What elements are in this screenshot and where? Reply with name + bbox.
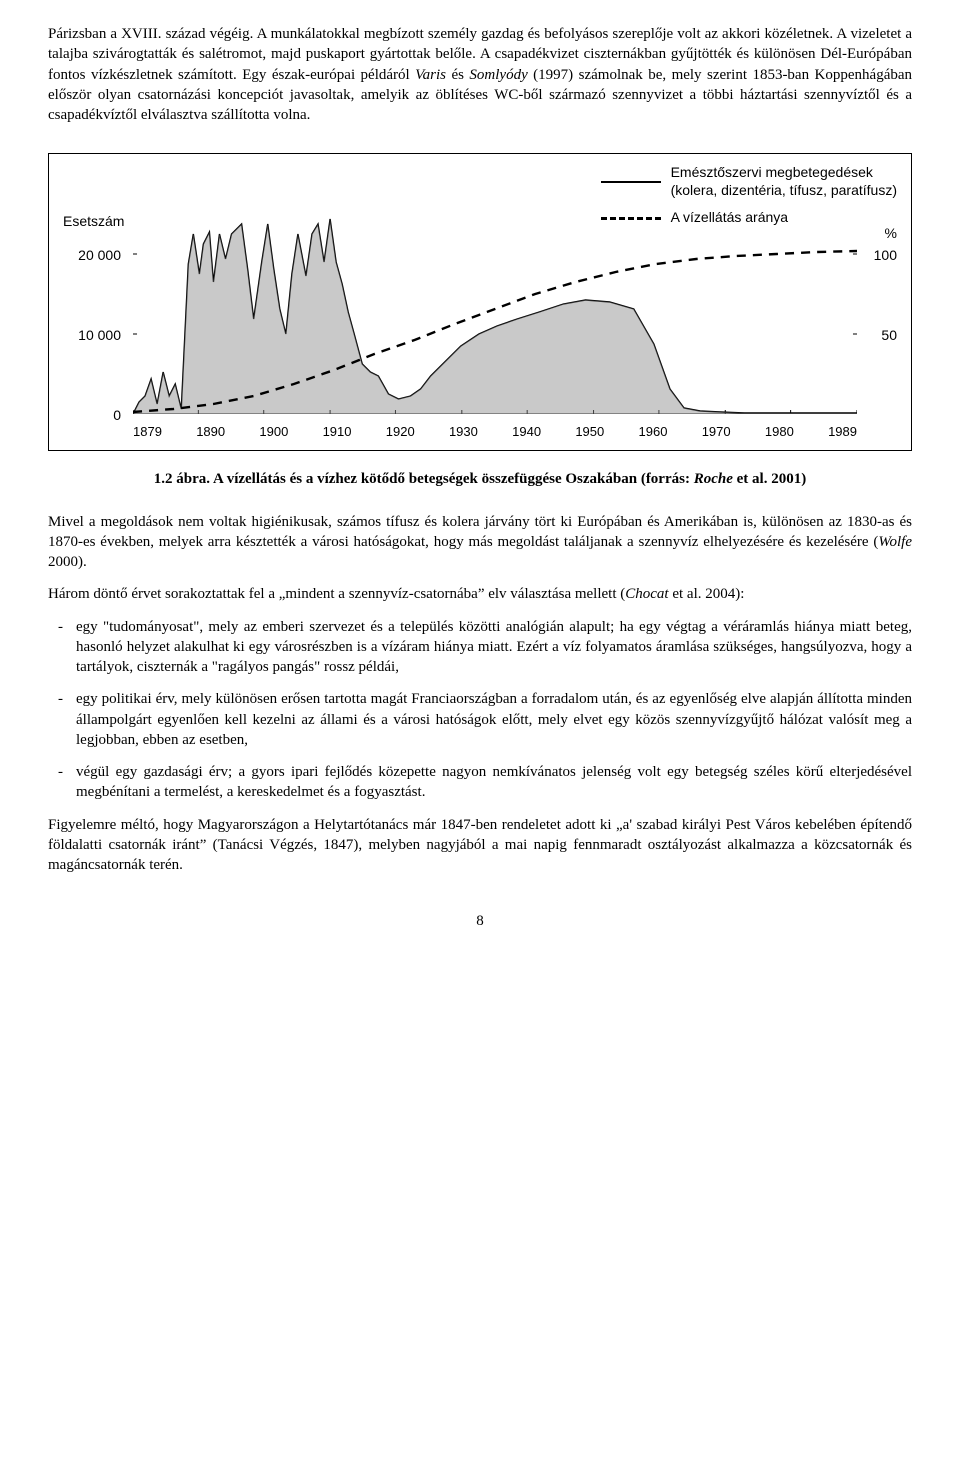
- x-axis-tick-labels: 1879 1890 1900 1910 1920 1930 1940 1950 …: [133, 423, 857, 441]
- y-left-tick-20000: 20 000: [63, 246, 121, 265]
- x-tick: 1980: [765, 423, 794, 441]
- arguments-list: egy "tudományosat", mely az emberi szerv…: [48, 617, 912, 803]
- p2b-a: Három döntő érvet sorakoztattak fel a „m…: [48, 586, 625, 602]
- disease-series-fill: [133, 219, 857, 414]
- argument-economic: végül egy gazdasági érv; a gyors ipari f…: [76, 762, 912, 803]
- x-tick: 1930: [449, 423, 478, 441]
- y-right-tick-50: 50: [881, 326, 897, 345]
- x-tick: 1970: [702, 423, 731, 441]
- hungary-paragraph: Figyelemre méltó, hogy Magyarországon a …: [48, 815, 912, 876]
- p2a-end: 2000).: [48, 554, 87, 570]
- x-tick: 1879: [133, 423, 162, 441]
- chart-canvas: [133, 164, 857, 414]
- x-tick: 1940: [512, 423, 541, 441]
- x-tick: 1900: [259, 423, 288, 441]
- chart-svg-element: [133, 164, 857, 414]
- p2a-cite: Wolfe: [878, 534, 912, 550]
- caption-main: 1.2 ábra. A vízellátás és a vízhez kötőd…: [154, 471, 694, 487]
- caption-after: et al. 2001): [733, 471, 806, 487]
- x-tick: 1989: [828, 423, 857, 441]
- y-left-axis-label: Esetszám: [63, 212, 124, 231]
- p2a-text: Mivel a megoldások nem voltak higiénikus…: [48, 514, 912, 550]
- figure-caption: 1.2 ábra. A vízellátás és a vízhez kötőd…: [48, 469, 912, 489]
- x-tick: 1890: [196, 423, 225, 441]
- page-number: 8: [48, 911, 912, 931]
- x-tick: 1960: [639, 423, 668, 441]
- caption-source: Roche: [694, 471, 733, 487]
- x-tick: 1950: [575, 423, 604, 441]
- x-tick: 1920: [386, 423, 415, 441]
- argument-scientific: egy "tudományosat", mely az emberi szerv…: [76, 617, 912, 678]
- p2b-cite: Chocat: [625, 586, 668, 602]
- y-right-pct-label: %: [885, 224, 897, 243]
- figure-plot-area: Emésztőszervi megbetegedések (kolera, di…: [63, 164, 897, 444]
- y-left-tick-0: 0: [63, 406, 121, 425]
- p1-mid: és: [446, 67, 469, 83]
- disease-watersupply-figure: Emésztőszervi megbetegedések (kolera, di…: [48, 153, 912, 451]
- p2b-b: et al. 2004):: [669, 586, 745, 602]
- y-right-tick-100: 100: [874, 246, 897, 265]
- x-tick: 1910: [323, 423, 352, 441]
- p1-cite1: Varis: [415, 67, 446, 83]
- p1-cite2: Somlyódy: [469, 67, 527, 83]
- hygiene-paragraph: Mivel a megoldások nem voltak higiénikus…: [48, 512, 912, 573]
- y-left-tick-10000: 10 000: [63, 326, 121, 345]
- argument-political: egy politikai érv, mely különösen erősen…: [76, 689, 912, 750]
- arguments-intro-paragraph: Három döntő érvet sorakoztattak fel a „m…: [48, 584, 912, 604]
- intro-paragraph: Párizsban a XVIII. század végéig. A munk…: [48, 24, 912, 125]
